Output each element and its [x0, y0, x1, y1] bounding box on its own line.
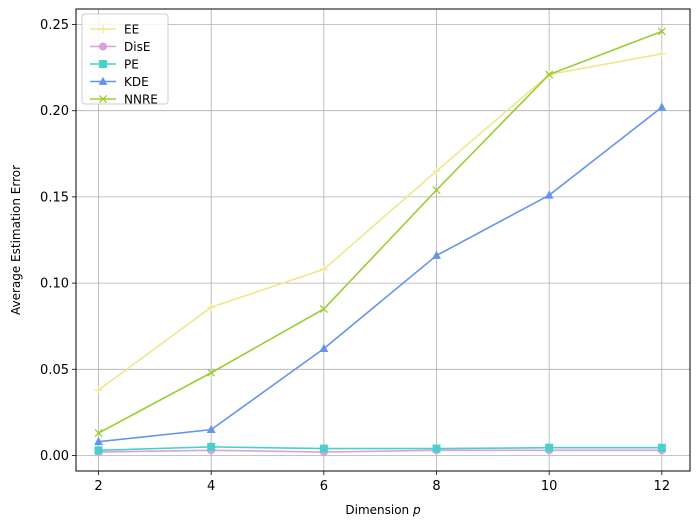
legend-swatch-marker	[98, 94, 108, 104]
data-point-kde	[432, 250, 441, 259]
legend-swatch-marker	[98, 76, 108, 85]
data-point-kde	[544, 190, 554, 199]
data-point-nnre	[545, 70, 554, 79]
x-tick-label: 8	[432, 479, 440, 494]
grid-lines	[76, 9, 690, 471]
y-tick-label: 0.05	[40, 363, 69, 378]
data-point-pe	[657, 443, 666, 452]
y-tick-label: 0.00	[40, 449, 69, 464]
y-tick-label: 0.15	[40, 190, 69, 205]
data-point-kde	[94, 436, 103, 446]
data-point-pe	[207, 442, 216, 451]
data-point-nnre	[657, 27, 666, 36]
x-tick-label: 6	[320, 479, 328, 494]
series-line-dise	[98, 449, 662, 453]
data-point-nnre	[319, 304, 328, 314]
x-tick-label: 2	[94, 479, 102, 494]
series-line-kde	[98, 106, 663, 443]
y-tick-label: 0.25	[40, 18, 69, 33]
legend-label: PE	[124, 58, 139, 72]
x-axis-label: Dimension p	[345, 503, 421, 517]
y-axis-label: Average Estimation Error	[9, 165, 23, 315]
data-point-pe	[94, 446, 103, 455]
data-point-kde	[657, 102, 667, 111]
x-tick-label: 4	[207, 479, 215, 494]
data-point-nnre	[94, 429, 103, 438]
series-nnre	[94, 27, 666, 438]
data-point-ee	[657, 49, 666, 58]
data-point-ee	[319, 265, 328, 274]
legend-label: DisE	[124, 40, 150, 54]
legend-label: KDE	[124, 75, 149, 89]
x-tick-label: 12	[654, 479, 671, 494]
series-pe	[94, 442, 666, 455]
series-line-ee	[98, 53, 662, 391]
legend: EE DisE PE KDE NNRE	[81, 13, 169, 107]
legend-label: EE	[124, 23, 139, 37]
data-point-pe	[545, 443, 554, 452]
y-tick-label: 0.10	[40, 277, 69, 292]
axis-ticks: 2 4 6 8 10 12 0.00 0.05 0.10 0.15 0.20 0.25	[40, 18, 670, 494]
plot-area-frame	[75, 8, 691, 472]
y-tick-label: 0.20	[40, 104, 69, 119]
data-point-ee	[432, 167, 441, 176]
data-point-nnre	[207, 368, 216, 377]
x-tick-label: 10	[541, 479, 558, 494]
legend-swatch-marker	[99, 60, 107, 68]
legend-swatch-marker	[99, 25, 107, 33]
series-line-nnre	[98, 30, 663, 434]
legend-swatch-marker	[99, 42, 107, 51]
data-point-nnre	[432, 185, 441, 195]
series-kde	[94, 102, 667, 446]
data-point-kde	[319, 343, 329, 353]
data-point-pe	[432, 444, 441, 453]
data-point-pe	[319, 444, 328, 453]
data-point-ee	[94, 385, 103, 394]
series-line-pe	[98, 446, 662, 452]
data-point-ee	[207, 303, 216, 312]
legend-label: NNRE	[124, 93, 158, 107]
series-ee	[94, 49, 666, 394]
data-point-kde	[206, 424, 216, 434]
series-layer	[94, 27, 667, 457]
